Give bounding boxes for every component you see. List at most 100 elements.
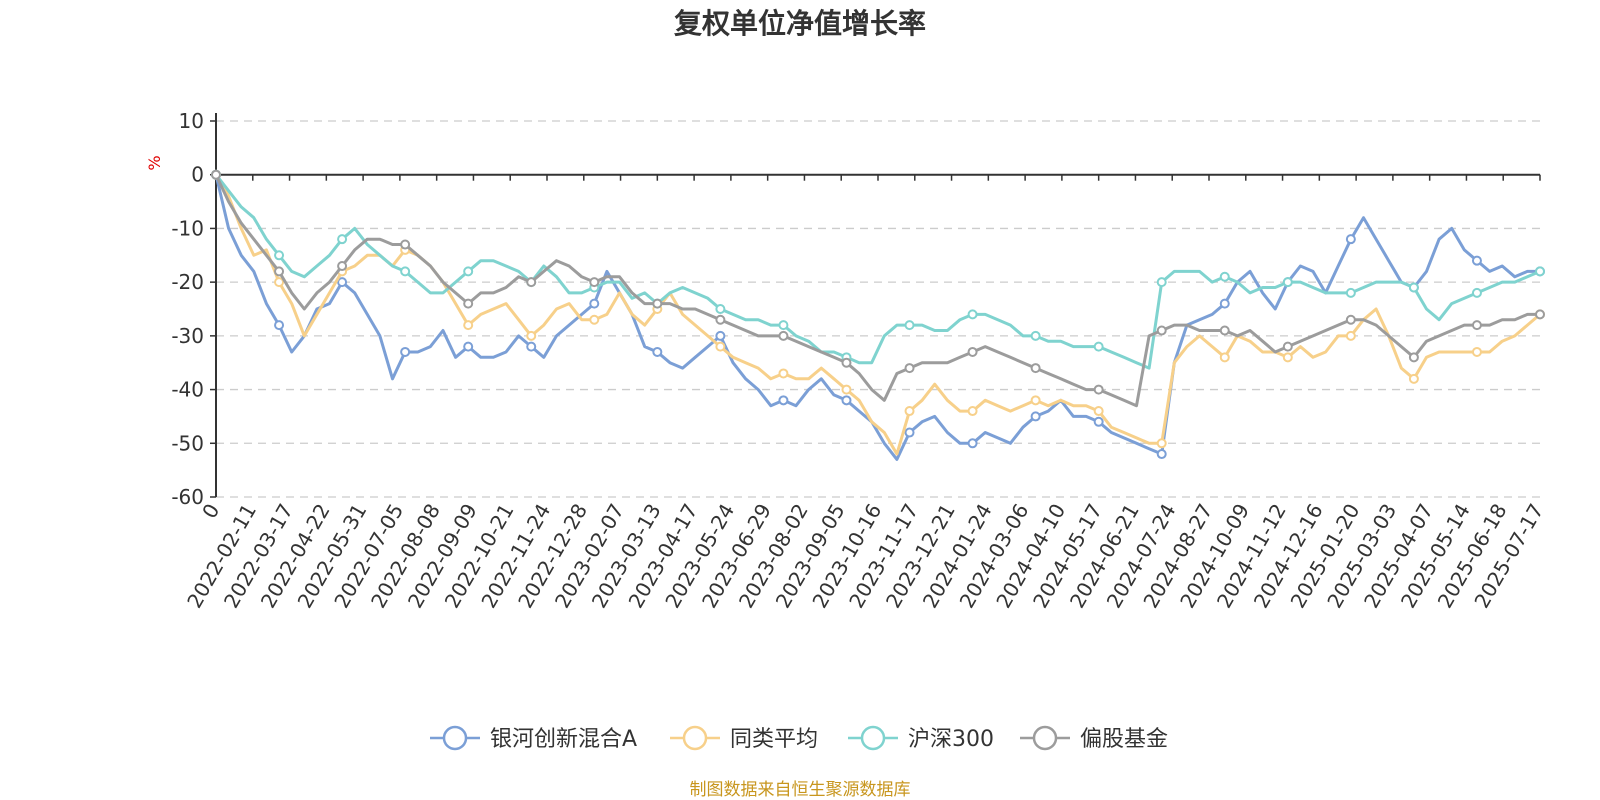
data-point (1093, 406, 1104, 417)
data-point (1535, 309, 1545, 320)
gridlines (216, 120, 1540, 498)
x-tick-label: 0 (197, 500, 224, 523)
data-point (274, 250, 285, 261)
chart-title: 复权单位净值增长率 (673, 7, 926, 40)
legend-item-0[interactable]: 银河创新混合A (430, 725, 637, 752)
data-point (1093, 384, 1104, 395)
data-point (1282, 352, 1293, 363)
y-tick-label: -30 (171, 324, 204, 348)
data-point (904, 320, 915, 331)
data-point (778, 395, 789, 406)
data-point (1030, 363, 1041, 374)
data-point (904, 406, 915, 417)
series-lines (211, 169, 1545, 461)
data-point (274, 266, 285, 277)
data-point (337, 277, 348, 288)
data-point (841, 357, 852, 368)
legend-item-1[interactable]: 同类平均 (670, 725, 818, 752)
legend-label: 沪深300 (908, 727, 994, 752)
data-point (1156, 449, 1167, 460)
legend-label: 银河创新混合A (490, 727, 637, 752)
data-point (1471, 320, 1482, 331)
y-tick-label: -10 (171, 216, 204, 240)
data-point (1408, 373, 1419, 384)
data-point (1345, 234, 1356, 245)
line-chart: 100-10-20-30-40-50-6002022-02-112022-03-… (145, 109, 1548, 752)
data-point (1471, 346, 1482, 357)
data-point (400, 239, 411, 250)
data-point (274, 320, 285, 331)
data-point (1535, 266, 1545, 277)
legend-item-2[interactable]: 沪深300 (848, 725, 994, 752)
y-tick-label: 0 (191, 163, 204, 187)
legend-marker (1032, 725, 1058, 751)
data-point (1408, 352, 1419, 363)
data-point (463, 320, 474, 331)
y-tick-label: -50 (171, 431, 204, 455)
data-point (1219, 325, 1230, 336)
y-axis-unit-label: % (145, 155, 164, 170)
data-point (463, 298, 474, 309)
axes: 100-10-20-30-40-50-6002022-02-112022-03-… (171, 109, 1548, 612)
data-point (778, 368, 789, 379)
data-point (400, 346, 411, 357)
data-point (841, 395, 852, 406)
data-point (589, 314, 600, 325)
data-point (1219, 271, 1230, 282)
data-point (589, 277, 600, 288)
data-point (526, 277, 537, 288)
data-point (463, 266, 474, 277)
data-point (715, 304, 726, 314)
data-point (1219, 352, 1230, 363)
data-point (778, 330, 789, 341)
legend-marker (682, 725, 708, 751)
series-line-3 (214, 173, 1542, 408)
series-line-0 (214, 173, 1542, 461)
legend-item-3[interactable]: 偏股基金 (1020, 725, 1168, 752)
data-point (1156, 277, 1167, 288)
legend-marker (860, 725, 886, 751)
data-point (589, 298, 600, 309)
data-point (715, 330, 726, 341)
data-point (967, 406, 978, 417)
source-note: 制图数据来自恒生聚源数据库 (689, 780, 911, 800)
data-point (1408, 282, 1419, 293)
data-point (463, 341, 474, 352)
data-point (715, 341, 726, 352)
y-tick-label: 10 (179, 109, 204, 133)
data-point (211, 169, 221, 180)
data-point (967, 346, 978, 357)
data-point (526, 341, 537, 352)
legend-label: 同类平均 (730, 727, 818, 752)
data-point (337, 234, 348, 245)
data-point (652, 298, 663, 309)
y-tick-label: -40 (171, 378, 204, 402)
data-point (715, 314, 726, 325)
data-point (967, 438, 978, 449)
data-point (526, 330, 537, 341)
series-line-2 (214, 173, 1542, 370)
data-point (1471, 287, 1482, 298)
data-point (1345, 287, 1356, 298)
data-point (1030, 330, 1041, 341)
data-point (337, 261, 348, 272)
data-point (1219, 298, 1230, 309)
data-point (1156, 438, 1167, 449)
legend[interactable]: 银河创新混合A 同类平均 沪深300 偏股基金 (430, 725, 1168, 752)
data-point (1345, 330, 1356, 341)
data-point (1093, 341, 1104, 352)
legend-label: 偏股基金 (1080, 727, 1168, 752)
data-point (1282, 341, 1293, 352)
data-point (904, 427, 915, 438)
data-point (1156, 325, 1167, 336)
data-point (1345, 314, 1356, 325)
data-point (1030, 411, 1041, 422)
data-point (1282, 277, 1293, 288)
data-point (1093, 416, 1104, 427)
data-point (967, 309, 978, 320)
data-point (1471, 255, 1482, 266)
y-tick-label: -60 (171, 485, 204, 509)
data-point (904, 363, 915, 374)
data-point (652, 346, 663, 357)
legend-marker (442, 725, 468, 751)
